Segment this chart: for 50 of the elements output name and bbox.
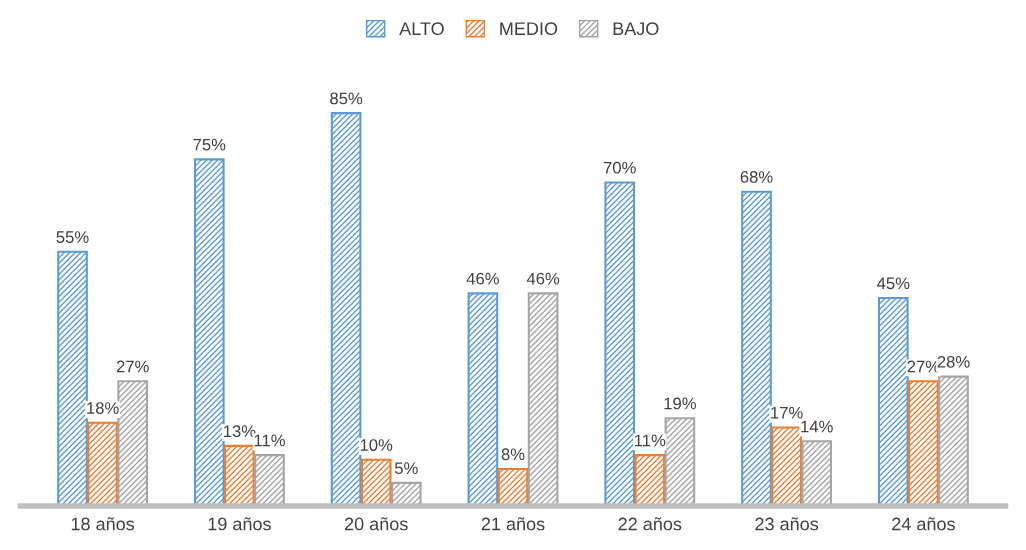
bar	[360, 458, 392, 506]
data-label: 18%	[87, 402, 119, 414]
data-label: 68%	[740, 171, 773, 183]
data-label: 55%	[56, 231, 89, 243]
bar	[908, 380, 939, 506]
data-label: 11%	[635, 434, 666, 447]
x-tick-label: 20 años	[344, 517, 408, 531]
data-label: 46%	[526, 272, 560, 285]
bar	[527, 292, 559, 506]
legend-label: ALTO	[399, 22, 444, 36]
bar	[938, 375, 969, 506]
bar	[877, 296, 909, 506]
bar	[664, 417, 696, 506]
bar	[193, 158, 225, 506]
data-label: 19%	[664, 397, 696, 410]
legend-label: MEDIO	[500, 22, 558, 36]
bar	[801, 440, 833, 506]
bar	[57, 250, 88, 506]
data-label: 13%	[223, 425, 256, 438]
data-label: 70%	[603, 161, 636, 174]
data-label: 5%	[394, 462, 418, 475]
data-label: 14%	[801, 420, 833, 433]
x-tick-label: 24 años	[892, 517, 955, 531]
bar	[741, 190, 772, 506]
bar	[497, 467, 529, 506]
x-tick-label: 22 años	[618, 517, 682, 531]
bar	[771, 426, 802, 506]
data-label: 17%	[771, 406, 803, 419]
x-tick-label: 18 años	[71, 517, 135, 531]
data-label: 10%	[360, 439, 393, 451]
data-label: 8%	[501, 448, 525, 461]
bar	[254, 454, 285, 506]
bar	[117, 380, 149, 506]
data-label: 85%	[330, 92, 363, 105]
legend-label: BAJO	[613, 22, 659, 36]
data-label: 28%	[937, 355, 970, 368]
bar	[87, 421, 118, 506]
data-label: 45%	[877, 277, 910, 290]
bar	[604, 181, 636, 506]
data-label: 27%	[116, 360, 149, 373]
data-label: 75%	[193, 138, 226, 151]
data-label: 11%	[254, 434, 285, 447]
x-tick-label: 19 años	[208, 517, 271, 531]
x-tick-label: 23 años	[755, 517, 819, 531]
bar	[224, 444, 255, 506]
bar	[467, 292, 499, 506]
x-tick-label: 21 años	[481, 517, 545, 531]
data-label: 46%	[466, 272, 499, 285]
bar	[330, 112, 362, 506]
bar	[634, 454, 666, 506]
